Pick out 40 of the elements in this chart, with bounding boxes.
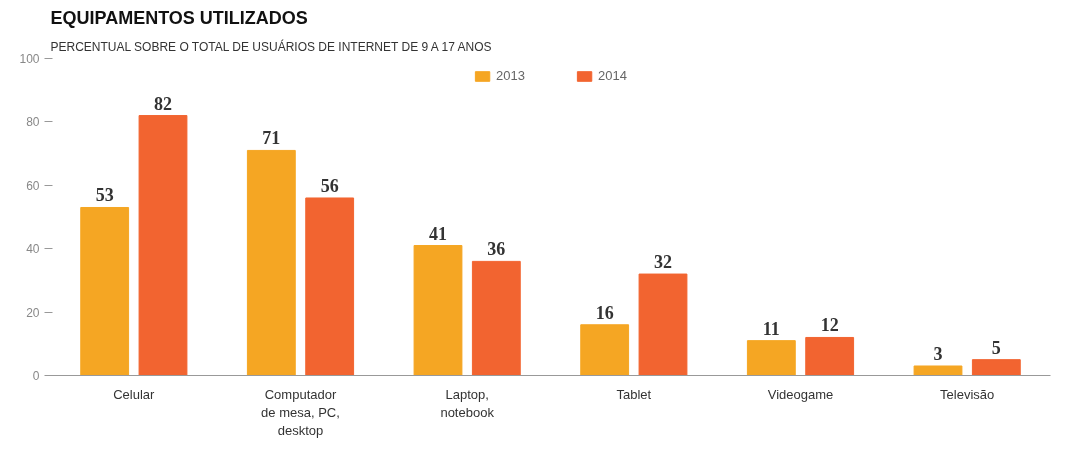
bar — [971, 359, 1021, 376]
x-tick-label: Televisão — [940, 386, 995, 402]
y-tick-label: 40 — [26, 242, 40, 257]
legend-label: 2013 — [496, 68, 525, 83]
bar — [805, 336, 855, 376]
bar — [246, 149, 296, 376]
bar — [305, 197, 355, 376]
bar — [638, 273, 688, 376]
data-label: 53 — [95, 185, 114, 206]
y-tick-label: 100 — [19, 52, 40, 66]
bar — [413, 245, 463, 376]
chart-title: EQUIPAMENTOS UTILIZADOS — [50, 7, 308, 28]
x-tick-label: Computador de mesa, PC, desktop — [261, 386, 340, 438]
data-label: 82 — [154, 93, 172, 114]
data-label: 71 — [262, 128, 281, 149]
data-label: 11 — [762, 318, 780, 339]
x-tick-label: Tablet — [616, 386, 652, 402]
data-label: 36 — [487, 239, 506, 260]
data-label: 56 — [320, 175, 339, 196]
y-tick-label: 0 — [32, 369, 40, 383]
bar — [138, 115, 188, 376]
legend-label: 2014 — [598, 68, 627, 83]
y-tick-label: 20 — [26, 305, 40, 320]
data-label: 12 — [820, 315, 839, 336]
data-label: 41 — [429, 223, 447, 244]
x-tick-label: Videogame — [767, 386, 834, 402]
bar — [80, 206, 130, 376]
bar — [580, 324, 630, 376]
data-label: 16 — [595, 302, 614, 323]
data-label: 32 — [654, 252, 672, 273]
chart-subtitle: PERCENTUAL SOBRE O TOTAL DE USUÁRIOS DE INTERNET DE 9 A 17 ANOS — [50, 38, 492, 54]
x-tick-label: Celular — [113, 386, 156, 402]
data-label: 5 — [991, 337, 1001, 358]
bar — [913, 365, 963, 376]
bar — [471, 260, 521, 376]
data-label: 3 — [933, 343, 943, 364]
y-tick-label: 80 — [26, 115, 40, 130]
bar — [746, 340, 796, 376]
x-tick-label: Laptop, notebook — [440, 386, 495, 420]
y-tick-label: 60 — [26, 178, 40, 193]
